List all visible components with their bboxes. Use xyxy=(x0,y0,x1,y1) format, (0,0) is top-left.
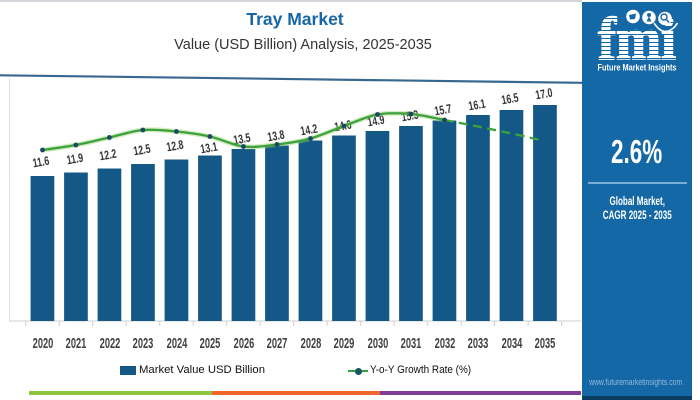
svg-text:Future Market Insights: Future Market Insights xyxy=(598,63,677,73)
